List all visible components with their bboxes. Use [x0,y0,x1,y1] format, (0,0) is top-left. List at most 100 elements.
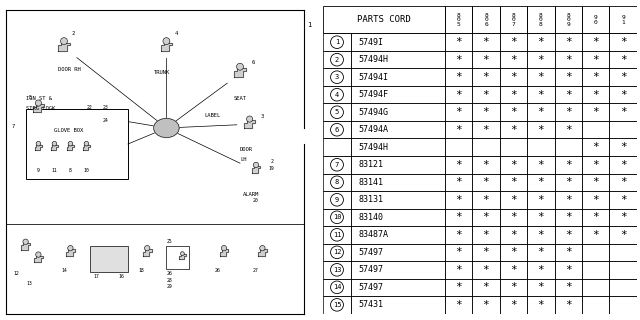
Text: 5749I: 5749I [358,38,383,47]
Bar [351,191,445,209]
Text: DOOR: DOOR [240,147,253,152]
Text: 16: 16 [119,274,124,279]
Text: 8: 8 [335,179,339,185]
Text: *: * [455,247,462,257]
Text: 11: 11 [333,232,341,238]
Bar [582,86,609,103]
Bar [351,33,445,51]
Text: *: * [510,195,516,205]
Text: *: * [538,265,544,275]
Text: *: * [620,177,627,187]
Text: 57494A: 57494A [358,125,388,134]
Bar [500,261,527,279]
Bar [323,226,351,244]
Bar [609,6,637,33]
Bar [323,103,351,121]
Text: 8
0
8: 8 0 8 [539,13,543,27]
Text: 4: 4 [174,31,178,36]
Bar [472,103,500,121]
Text: 2: 2 [335,57,339,63]
Bar [554,244,582,261]
Bar [554,121,582,139]
Polygon shape [220,249,228,256]
Bar [609,156,637,173]
Text: 83487A: 83487A [358,230,388,239]
Bar [472,173,500,191]
Text: 2: 2 [271,159,273,164]
Text: *: * [538,300,544,310]
Text: *: * [620,107,627,117]
Bar [472,68,500,86]
Circle shape [36,252,41,257]
Text: *: * [510,37,516,47]
Text: *: * [620,195,627,205]
Text: 27: 27 [253,268,259,273]
Text: 8
0
9: 8 0 9 [566,13,570,27]
Text: *: * [592,160,599,170]
Circle shape [35,100,42,106]
Bar [609,51,637,68]
Bar [527,121,554,139]
Circle shape [237,63,243,70]
Text: *: * [455,90,462,100]
Bar [351,244,445,261]
Bar [351,279,445,296]
Text: 20: 20 [253,197,259,203]
Bar [445,156,472,173]
Text: *: * [565,282,572,292]
Text: *: * [483,37,490,47]
Bar [323,173,351,191]
Bar [323,68,351,86]
Text: *: * [510,55,516,65]
Text: *: * [483,177,490,187]
Bar [445,296,472,314]
Bar [582,173,609,191]
Bar [472,86,500,103]
Polygon shape [234,68,246,77]
Text: *: * [455,212,462,222]
Text: *: * [483,107,490,117]
Bar [554,209,582,226]
Text: *: * [510,160,516,170]
Text: 22: 22 [87,105,92,110]
Bar [351,121,445,139]
Text: 24: 24 [103,117,108,123]
Text: 57494F: 57494F [358,90,388,99]
Polygon shape [34,256,43,262]
Polygon shape [161,43,172,51]
Text: *: * [565,177,572,187]
Bar [500,68,527,86]
Text: 5: 5 [335,109,339,115]
Circle shape [68,141,73,146]
Circle shape [246,116,253,122]
Text: 9: 9 [335,197,339,203]
Bar [609,191,637,209]
Text: 57494G: 57494G [358,108,388,117]
Bar [351,173,445,191]
Bar [527,68,554,86]
Text: DOOR RH: DOOR RH [58,67,81,72]
Text: *: * [565,72,572,82]
Bar [323,51,351,68]
Bar [554,191,582,209]
Text: *: * [538,177,544,187]
Bar [472,244,500,261]
Bar [500,139,527,156]
Bar [554,173,582,191]
Bar [445,173,472,191]
Bar [582,226,609,244]
Text: *: * [510,282,516,292]
Text: 29: 29 [166,284,172,289]
Text: *: * [538,107,544,117]
Text: 12: 12 [13,271,19,276]
Text: 12: 12 [333,249,341,255]
Bar [609,33,637,51]
Bar [472,121,500,139]
Polygon shape [154,118,179,138]
Text: *: * [538,37,544,47]
Bar [554,296,582,314]
Polygon shape [143,249,152,256]
Bar [554,103,582,121]
Text: 7: 7 [335,162,339,168]
Text: *: * [565,265,572,275]
